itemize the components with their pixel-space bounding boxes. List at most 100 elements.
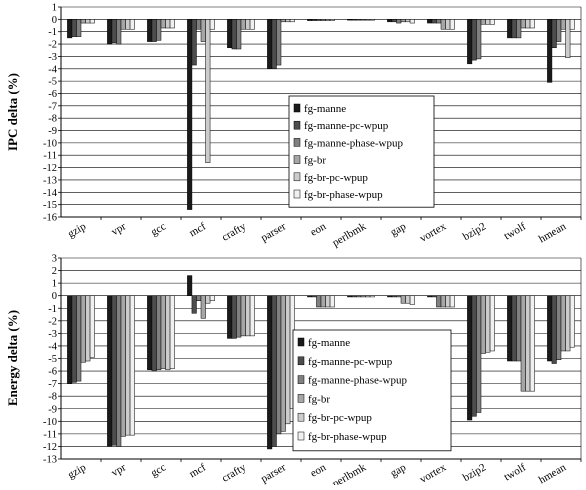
y-tick-label: -8 xyxy=(48,392,57,403)
x-tick-label: vpr xyxy=(109,461,128,479)
legend-label: fg-br-pc-wpup xyxy=(304,172,368,184)
bar xyxy=(347,295,353,298)
bar xyxy=(307,295,313,298)
bar xyxy=(387,295,393,298)
bar xyxy=(547,295,553,362)
legend-label: fg-br-phase-wpup xyxy=(304,189,383,201)
bar xyxy=(129,19,135,30)
bar xyxy=(156,295,162,371)
bar xyxy=(196,19,202,30)
bar xyxy=(120,295,126,437)
y-tick-label: -3 xyxy=(48,329,57,340)
bar xyxy=(516,19,522,39)
bar xyxy=(200,19,206,42)
bar xyxy=(307,19,313,21)
bar xyxy=(476,19,482,60)
x-tick-label: gcc xyxy=(149,461,168,479)
bar xyxy=(245,295,251,337)
bar xyxy=(111,295,117,446)
bar xyxy=(325,19,331,21)
bar xyxy=(231,295,237,339)
bar xyxy=(200,295,206,319)
legend-label: fg-br xyxy=(308,393,330,405)
x-tick-label: mcf xyxy=(187,220,208,239)
legend-label: fg-manne-phase-wpup xyxy=(308,375,407,387)
bar xyxy=(276,19,282,66)
legend-swatch xyxy=(293,103,301,113)
y-tick-label: -1 xyxy=(48,27,57,38)
bar xyxy=(431,295,437,298)
y-tick-label: -13 xyxy=(43,455,57,466)
bar xyxy=(391,295,397,298)
bar xyxy=(89,19,95,24)
bar xyxy=(85,295,91,362)
bar xyxy=(356,19,362,21)
bar xyxy=(556,19,562,42)
bar xyxy=(449,19,455,30)
bar xyxy=(236,295,242,338)
bar xyxy=(249,19,255,30)
legend-label: fg-br-phase-wpup xyxy=(308,431,387,443)
y-tick-label: -7 xyxy=(48,379,57,390)
y-tick-label: -14 xyxy=(43,188,58,199)
bar xyxy=(316,295,322,308)
y-tick-label: -12 xyxy=(43,442,57,453)
bar xyxy=(120,19,126,30)
bar xyxy=(520,295,526,392)
bar xyxy=(547,19,553,83)
y-tick-label: -1 xyxy=(48,304,57,315)
bar xyxy=(400,19,406,23)
y-axis-label: Energy delta (%) xyxy=(5,310,20,406)
bar xyxy=(107,295,113,447)
y-tick-label: -6 xyxy=(48,89,57,100)
legend-label: fg-br xyxy=(304,155,326,167)
x-tick-label: gap xyxy=(388,220,408,239)
bar xyxy=(191,19,197,66)
bar xyxy=(360,295,366,298)
x-tick-label: gzip xyxy=(66,461,89,481)
bar xyxy=(329,19,335,21)
x-tick-label: perlbmk xyxy=(330,461,368,485)
bar xyxy=(147,295,153,371)
bar xyxy=(520,19,526,29)
bar xyxy=(169,295,175,369)
bar xyxy=(80,19,86,24)
bar xyxy=(156,19,162,41)
bar xyxy=(240,295,246,337)
bar xyxy=(196,295,202,301)
x-tick-label: hmean xyxy=(537,461,569,485)
x-tick-label: crafty xyxy=(220,461,249,484)
x-tick-label: eon xyxy=(308,461,328,480)
legend-label: fg-br-pc-wpup xyxy=(308,412,372,424)
bar xyxy=(529,295,535,392)
y-tick-label: 1 xyxy=(52,3,57,14)
x-tick-label: hmean xyxy=(537,220,569,245)
y-tick-label: 1 xyxy=(52,279,57,290)
y-tick-label: -8 xyxy=(48,114,57,125)
bar xyxy=(125,19,131,30)
y-tick-label: -2 xyxy=(48,40,57,51)
bar xyxy=(409,19,415,24)
bar xyxy=(440,19,446,30)
bar xyxy=(111,19,117,44)
y-tick-label: -3 xyxy=(48,52,57,63)
x-tick-label: bzip2 xyxy=(461,220,488,243)
bar xyxy=(480,295,486,354)
bar xyxy=(276,295,282,435)
x-tick-label: parser xyxy=(259,461,289,485)
bar xyxy=(525,295,531,392)
bar xyxy=(351,295,357,298)
bar xyxy=(551,19,557,49)
y-tick-label: -5 xyxy=(48,77,57,88)
bar xyxy=(209,295,215,301)
bar xyxy=(245,19,251,30)
bar xyxy=(329,295,335,308)
bar xyxy=(125,295,131,436)
bar xyxy=(71,19,77,37)
bar xyxy=(440,295,446,308)
bar xyxy=(529,19,535,29)
bar xyxy=(191,295,197,314)
bar xyxy=(391,19,397,23)
